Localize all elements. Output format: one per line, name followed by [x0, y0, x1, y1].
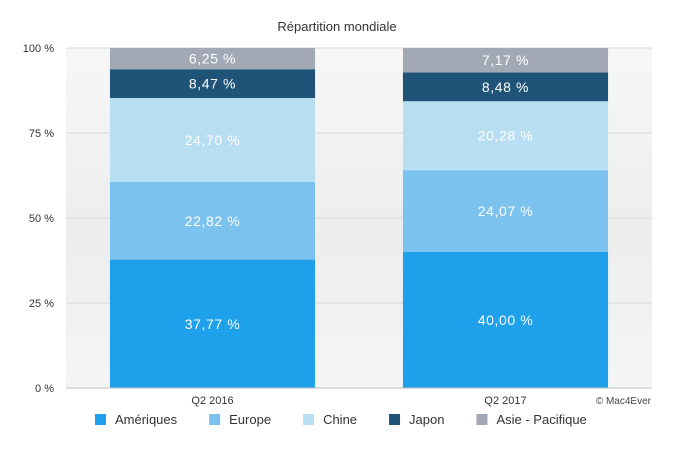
data-label: 22,82 %: [185, 213, 241, 229]
data-label: 6,25 %: [189, 51, 236, 67]
data-label: 37,77 %: [185, 316, 241, 332]
y-tick-label: 50 %: [29, 213, 54, 225]
x-tick-label: Q2 2017: [484, 395, 526, 407]
legend-item: Asie - Pacifique: [476, 412, 587, 427]
bar-segment: [109, 181, 316, 260]
bar-segment: [402, 252, 609, 388]
legend-item: Europe: [209, 412, 271, 427]
legend-label: Chine: [323, 412, 357, 427]
data-label: 20,28 %: [478, 128, 534, 144]
legend-label: Europe: [229, 412, 271, 427]
bar-segment: [402, 72, 609, 102]
data-label: 8,48 %: [482, 79, 529, 95]
x-tick-label: Q2 2016: [191, 395, 233, 407]
bar-segment: [109, 98, 316, 182]
bar-segment: [109, 47, 316, 70]
legend-swatch: [303, 414, 315, 425]
bar-segment: [402, 170, 609, 252]
chart-title: Répartition mondiale: [277, 19, 396, 34]
y-tick-label: 100 %: [23, 43, 54, 55]
bar-segment: [109, 69, 316, 99]
y-tick-label: 75 %: [29, 128, 54, 140]
legend-item: Japon: [389, 412, 444, 427]
legend-item: Chine: [303, 412, 357, 427]
legend-label: Amériques: [115, 412, 178, 427]
data-label: 24,70 %: [185, 132, 241, 148]
data-label: 24,07 %: [478, 203, 534, 219]
data-label: 8,47 %: [189, 76, 236, 92]
legend-swatch: [209, 414, 221, 425]
bar-segment: [402, 101, 609, 171]
bar-segment: [109, 259, 316, 388]
y-tick-label: 25 %: [29, 298, 54, 310]
legend-swatch: [476, 414, 488, 425]
data-label: 40,00 %: [478, 312, 534, 328]
y-tick-label: 0 %: [35, 383, 54, 395]
legend-item: Amériques: [95, 412, 178, 427]
bar-segment: [402, 48, 609, 73]
credit-text: © Mac4Ever: [596, 396, 652, 407]
legend-label: Asie - Pacifique: [496, 412, 586, 427]
legend-label: Japon: [409, 412, 444, 427]
data-label: 7,17 %: [482, 52, 529, 68]
legend-swatch: [95, 414, 106, 425]
legend-swatch: [389, 414, 401, 425]
